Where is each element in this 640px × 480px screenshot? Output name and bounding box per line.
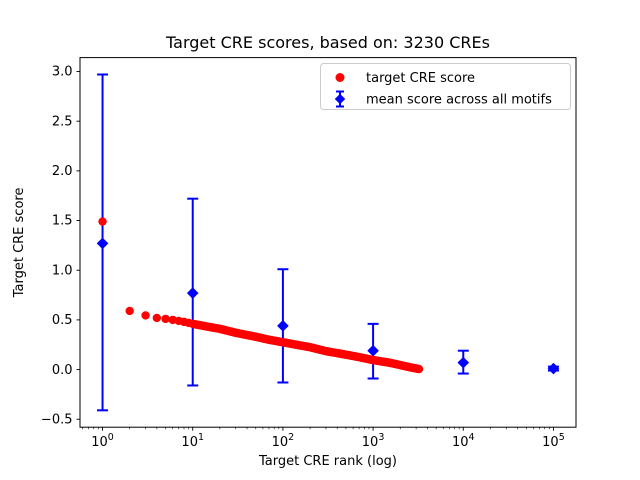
target-score-point	[125, 306, 134, 316]
legend-marker-target-circle	[335, 73, 345, 82]
target-cre-score-series	[98, 217, 424, 374]
y-tick-label: 2.5	[52, 114, 73, 129]
mean-score-diamond	[367, 344, 379, 357]
legend-label-mean: mean score across all motifs	[366, 93, 552, 108]
mean-score-diamond	[547, 362, 560, 375]
mean-score-series	[96, 73, 560, 412]
y-axis-label: Target CRE score	[12, 188, 27, 299]
plot-area	[80, 57, 576, 428]
y-tick-label: 0.0	[52, 363, 73, 378]
legend-box	[320, 63, 571, 110]
target-score-point	[161, 314, 170, 324]
target-score-point	[98, 217, 107, 226]
mean-score-diamond	[457, 356, 470, 369]
legend-label-target: target CRE score	[366, 71, 475, 86]
axes-spines	[79, 57, 577, 428]
y-tick-label: 3.0	[52, 65, 73, 80]
y-tick-label: 0.5	[52, 313, 73, 328]
legend: target CRE score mean score across all mo…	[320, 63, 571, 110]
y-tick-label: 1.0	[52, 263, 73, 278]
chart-title: Target CRE scores, based on: 3230 CREs	[165, 33, 490, 52]
mean-score-diamond	[277, 320, 289, 332]
target-score-point	[152, 313, 162, 323]
x-axis-label: Target CRE rank (log)	[258, 454, 397, 469]
y-tick-label: 2.0	[52, 164, 73, 179]
y-axis-ticks: −0.5 0.0 0.5 1.0 1.5 2.0 2.5 3.0	[41, 65, 80, 427]
target-score-point	[141, 311, 150, 320]
mean-score-diamond	[96, 237, 109, 250]
y-tick-label: 1.5	[52, 214, 73, 229]
target-score-point	[414, 364, 424, 374]
y-tick-label: −0.5	[41, 412, 73, 427]
legend-marker-mean-diamond	[334, 93, 346, 105]
mean-score-diamond	[186, 287, 199, 299]
